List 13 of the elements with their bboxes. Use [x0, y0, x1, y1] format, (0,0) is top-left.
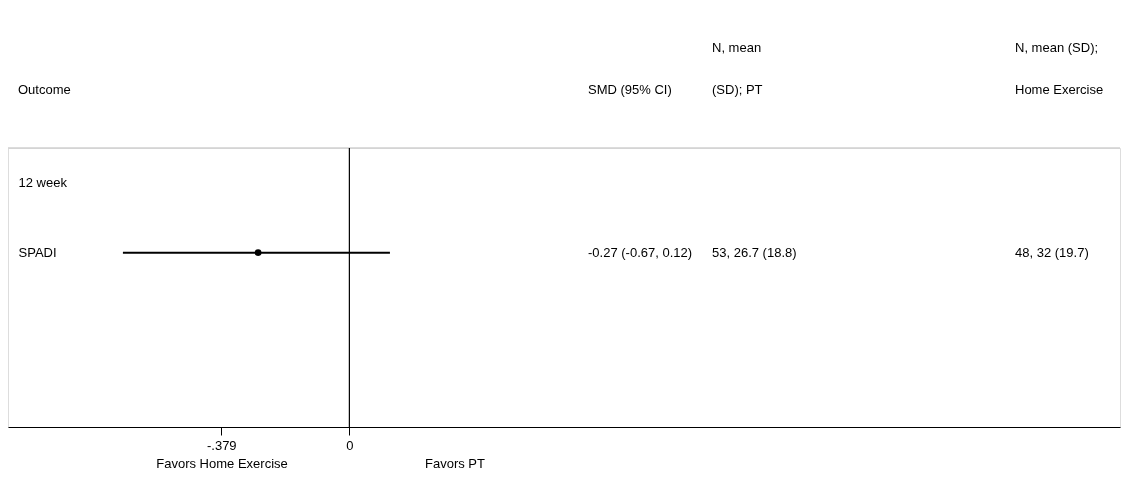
text: SMD (95% CI) [588, 82, 672, 97]
annotation: 48, 32 (19.7) [1015, 245, 1089, 260]
annotation: 53, 26.7 (18.8) [712, 245, 797, 260]
x-tick-label: -.379 [206, 437, 237, 453]
y-tick-label: SPADI [18, 245, 57, 261]
y-tick-label: 12 week [18, 175, 68, 191]
text: Favors Home Exercise [156, 456, 288, 471]
text: Favors PT [425, 456, 486, 471]
x-tick-label: 0 [346, 437, 354, 453]
annotation: -0.27 (-0.67, 0.12) [588, 245, 693, 260]
text: N, mean (SD); Home Exercise [1015, 40, 1104, 97]
text: N, mean (SD); PT [712, 40, 763, 97]
text: Outcome [18, 82, 71, 97]
